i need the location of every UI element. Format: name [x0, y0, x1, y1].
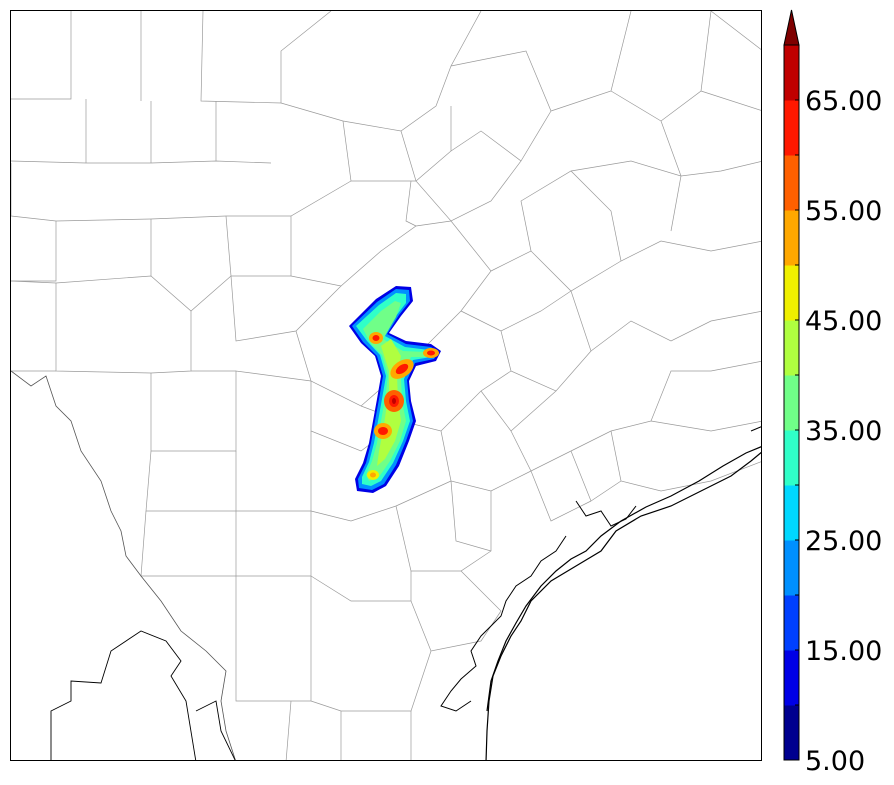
hotspot-3-core [427, 350, 435, 356]
colorbar-block [784, 265, 799, 321]
colorbar-block [784, 155, 799, 211]
mexico-state-line [50, 630, 197, 760]
hotspot-6-core [370, 472, 376, 478]
colorbar-block [784, 430, 799, 486]
colorbar-ticks: 5.00 15.00 25.00 35.00 45.00 55.00 65.00 [795, 44, 882, 777]
colorbar-blocks [784, 45, 799, 761]
border-line [11, 370, 236, 760]
colorbar-block [784, 650, 799, 706]
hotspot-5-core [378, 427, 388, 435]
hotspot-1-core [372, 335, 380, 341]
county-map [11, 11, 761, 760]
colorbar-tick-label: 35.00 [805, 416, 882, 447]
colorbar-tick-label: 65.00 [805, 86, 882, 117]
colorbar-block [784, 595, 799, 651]
county-boundaries [11, 11, 761, 760]
mexico-state-line-2 [195, 700, 236, 760]
colorbar-tick-label: 15.00 [805, 636, 882, 667]
coastline [485, 451, 761, 760]
colorbar-extend-arrow [783, 9, 800, 46]
colorbar-block [784, 100, 799, 156]
precip-contours [349, 286, 441, 493]
colorbar-block [784, 45, 799, 101]
colorbar-block [784, 210, 799, 266]
colorbar-frame [783, 44, 800, 761]
colorbar-tick-label: 5.00 [805, 746, 865, 777]
colorbar-tick-label: 25.00 [805, 526, 882, 557]
colorbar-block [784, 320, 799, 376]
colorbar: 5.00 15.00 25.00 35.00 45.00 55.00 65.00 [783, 9, 894, 777]
colorbar-svg: 5.00 15.00 25.00 35.00 45.00 55.00 65.00 [783, 9, 882, 777]
colorbar-block [784, 375, 799, 431]
colorbar-block [784, 485, 799, 541]
colorbar-tick-label: 55.00 [805, 196, 882, 227]
hotspot-2-core [395, 363, 409, 375]
colorbar-block [784, 705, 799, 761]
colorbar-block [784, 540, 799, 596]
bay-outline [440, 426, 761, 712]
barrier-island [486, 446, 761, 712]
hotspot-4-peak [392, 398, 396, 404]
map-panel [10, 10, 762, 761]
colorbar-tick-label: 45.00 [805, 306, 882, 337]
